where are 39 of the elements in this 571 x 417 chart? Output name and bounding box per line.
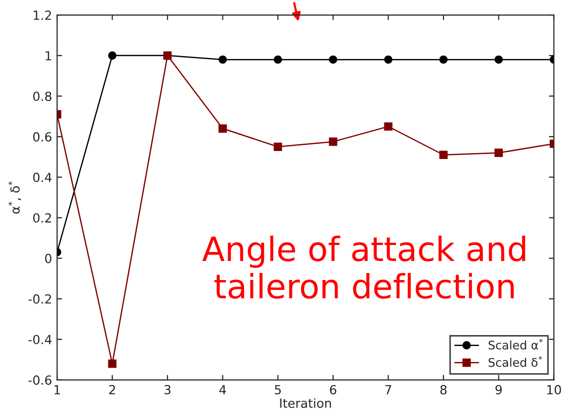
point <box>108 51 116 60</box>
legend-label: Scaled α$^{*}$ <box>488 338 543 350</box>
y-tick-label: 0.6 <box>33 132 52 142</box>
y-axis-title: α$^{*}$, δ$^{*}$ <box>8 181 22 214</box>
x-tick-label: 2 <box>109 384 116 394</box>
point <box>218 55 227 64</box>
x-axis-title: Iteration <box>280 398 331 408</box>
y-tick-label: 0.8 <box>33 92 52 102</box>
point <box>384 55 392 64</box>
legend-label: Scaled δ$^{*}$ <box>488 356 542 367</box>
x-tick-label: 4 <box>219 385 226 394</box>
y-tick-label: -0.2 <box>28 294 51 304</box>
x-tick-label: 10 <box>547 384 561 394</box>
point <box>108 360 116 368</box>
y-tick-label: 0.2 <box>33 213 51 223</box>
annotation: Angle of attack and taileron deflection <box>202 236 526 299</box>
y-tick-label: -0.4 <box>28 334 52 344</box>
point <box>494 148 503 158</box>
y-tick-label: 1.2 <box>34 10 51 20</box>
point <box>274 55 282 64</box>
y-tick-label: 1 <box>46 51 52 60</box>
point <box>494 55 503 64</box>
x-tick-label: 7 <box>385 385 392 394</box>
point <box>439 55 448 64</box>
point <box>439 150 448 160</box>
point <box>274 142 282 151</box>
y-tick-label: 0 <box>45 254 52 264</box>
point <box>328 138 338 146</box>
x-tick-label: 5 <box>274 385 281 394</box>
point <box>218 124 227 133</box>
x-tick-label: 6 <box>330 384 336 394</box>
y-tick-label: 0.4 <box>33 172 52 182</box>
x-tick-label: 9 <box>495 384 502 394</box>
point <box>384 122 392 131</box>
x-tick-label: 8 <box>440 384 447 394</box>
point <box>328 55 338 64</box>
x-tick-label: 3 <box>164 384 170 394</box>
y-tick-label: -0.6 <box>28 375 52 385</box>
x-tick-label: 1 <box>54 385 60 394</box>
